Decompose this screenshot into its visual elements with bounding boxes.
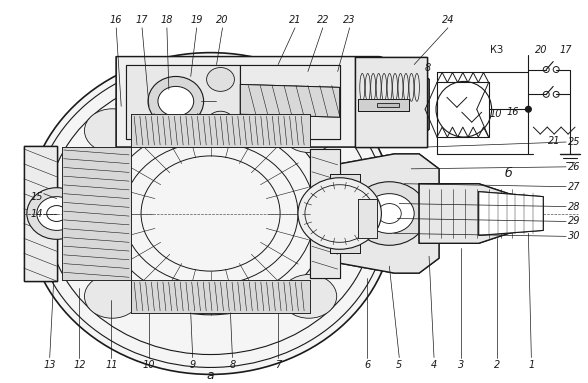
Text: 17: 17 — [136, 15, 148, 25]
Polygon shape — [479, 192, 543, 236]
Polygon shape — [126, 65, 240, 139]
Text: 10: 10 — [489, 109, 502, 119]
Text: 1: 1 — [528, 360, 534, 370]
Ellipse shape — [158, 87, 193, 116]
Text: б: б — [505, 167, 512, 180]
Ellipse shape — [27, 52, 395, 375]
Polygon shape — [131, 114, 310, 147]
Ellipse shape — [298, 178, 382, 249]
Polygon shape — [240, 84, 340, 117]
Text: 21: 21 — [548, 136, 560, 146]
Ellipse shape — [365, 194, 414, 233]
Text: 23: 23 — [343, 15, 356, 25]
Text: 25: 25 — [568, 137, 580, 147]
Text: 21: 21 — [289, 15, 301, 25]
Bar — [377, 103, 399, 107]
Text: 13: 13 — [44, 360, 56, 370]
Text: 4: 4 — [431, 360, 437, 370]
Text: 22: 22 — [316, 15, 329, 25]
Text: 18: 18 — [161, 15, 173, 25]
Polygon shape — [330, 174, 359, 253]
Polygon shape — [116, 57, 429, 147]
Ellipse shape — [148, 77, 203, 126]
Text: 9: 9 — [189, 360, 196, 370]
Polygon shape — [340, 154, 439, 273]
Text: 3: 3 — [457, 360, 464, 370]
Text: КЗ: КЗ — [490, 45, 503, 55]
Text: 24: 24 — [442, 15, 454, 25]
Polygon shape — [240, 65, 340, 139]
Text: 14: 14 — [31, 208, 43, 219]
Ellipse shape — [37, 196, 76, 231]
Ellipse shape — [281, 275, 337, 318]
Polygon shape — [419, 184, 543, 243]
Ellipse shape — [352, 182, 427, 245]
Ellipse shape — [85, 275, 140, 318]
Polygon shape — [24, 146, 56, 281]
Text: 15: 15 — [31, 192, 43, 201]
Polygon shape — [358, 99, 409, 111]
Ellipse shape — [281, 109, 337, 152]
Text: 12: 12 — [74, 360, 86, 370]
Text: 16: 16 — [507, 107, 519, 117]
Text: 20: 20 — [216, 15, 229, 25]
Text: 19: 19 — [191, 15, 203, 25]
Text: 27: 27 — [568, 182, 580, 192]
Polygon shape — [62, 147, 131, 280]
Text: 17: 17 — [560, 45, 572, 55]
Text: 16: 16 — [110, 15, 122, 25]
Text: 20: 20 — [535, 45, 547, 55]
Ellipse shape — [206, 111, 235, 135]
Text: 2: 2 — [493, 360, 500, 370]
Text: 8: 8 — [425, 62, 431, 72]
Polygon shape — [355, 57, 427, 147]
Text: 6: 6 — [365, 360, 370, 370]
Text: 30: 30 — [568, 231, 580, 241]
Text: 5: 5 — [396, 360, 402, 370]
Ellipse shape — [27, 188, 86, 239]
Text: 11: 11 — [105, 360, 118, 370]
Bar — [437, 82, 489, 137]
Polygon shape — [131, 280, 310, 313]
Text: 26: 26 — [568, 162, 580, 172]
Polygon shape — [358, 199, 377, 238]
Ellipse shape — [206, 67, 235, 92]
Text: а: а — [207, 369, 215, 382]
Text: 10: 10 — [143, 360, 155, 370]
Ellipse shape — [85, 109, 140, 152]
Ellipse shape — [526, 106, 532, 112]
Polygon shape — [310, 149, 340, 278]
Text: 8: 8 — [229, 360, 236, 370]
Text: 29: 29 — [568, 216, 580, 226]
Text: 7: 7 — [275, 360, 281, 370]
Text: 28: 28 — [568, 201, 580, 211]
